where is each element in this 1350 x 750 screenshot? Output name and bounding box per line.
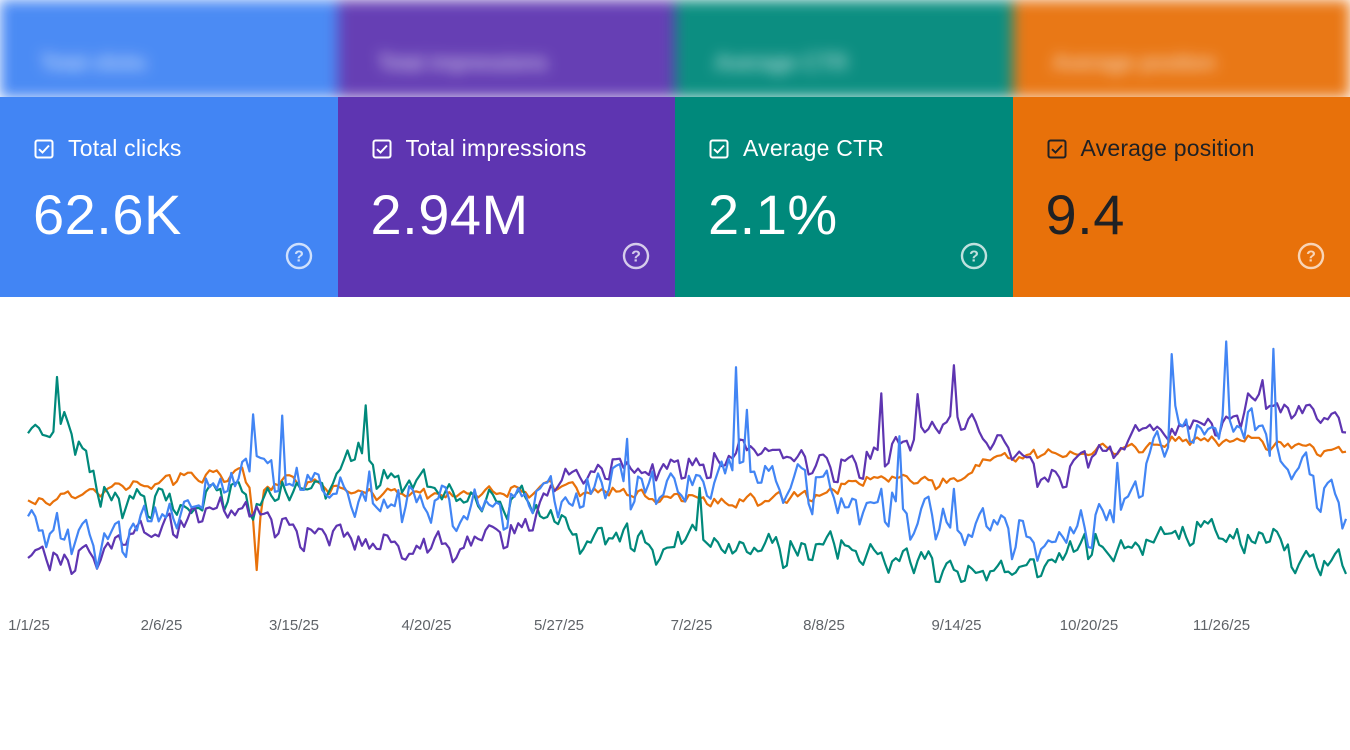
ghost-seg-ctr: Average CTR	[675, 0, 1013, 98]
checkbox-checked-icon[interactable]	[709, 139, 729, 159]
x-tick-label: 3/15/25	[269, 617, 319, 634]
series-line-total-impressions	[27, 364, 1347, 575]
metric-card-clicks[interactable]: Total clicks 62.6K ?	[0, 97, 338, 297]
series-line-average-ctr	[27, 375, 1348, 584]
metric-value: 9.4	[1045, 183, 1125, 246]
x-tick-label: 7/2/25	[671, 617, 713, 634]
x-tick-label: 5/27/25	[534, 617, 584, 634]
series-line-total-clicks	[27, 340, 1348, 570]
help-icon[interactable]: ?	[621, 241, 651, 271]
ghost-seg-position: Average position	[1012, 0, 1350, 98]
metric-value: 62.6K	[33, 183, 182, 246]
x-tick-label: 10/20/25	[1060, 617, 1118, 634]
svg-text:?: ?	[294, 249, 304, 266]
svg-text:?: ?	[1306, 249, 1316, 266]
metric-card-ctr[interactable]: Average CTR 2.1% ?	[675, 97, 1013, 297]
blurred-chart-ghost	[0, 666, 1350, 750]
metric-label: Total clicks	[68, 135, 182, 161]
ghost-seg-clicks: Total clicks	[0, 0, 338, 98]
metric-cards: Total clicks 62.6K ? Total impressions 2…	[0, 97, 1350, 297]
x-tick-label: 4/20/25	[401, 617, 451, 634]
series-lines	[27, 340, 1348, 584]
help-icon[interactable]: ?	[959, 241, 989, 271]
metric-label: Average CTR	[743, 135, 885, 161]
line-chart-svg[interactable]: 1/1/25 2/6/25 3/15/25 4/20/25 5/27/25 7/2/25 8…	[0, 297, 1350, 667]
x-axis-ticks: 1/1/25 2/6/25 3/15/25 4/20/25 5/27/25 7/2/25 8…	[8, 617, 1250, 634]
metric-card-impressions[interactable]: Total impressions 2.94M ?	[337, 97, 675, 297]
checkbox-checked-icon[interactable]	[372, 139, 392, 159]
metric-value: 2.94M	[370, 183, 529, 246]
help-icon[interactable]: ?	[1296, 241, 1326, 271]
x-tick-label: 2/6/25	[141, 617, 183, 634]
x-tick-label: 9/14/25	[931, 617, 981, 634]
metric-card-position[interactable]: Average position 9.4 ?	[1012, 97, 1350, 297]
x-tick-label: 8/8/25	[803, 617, 845, 634]
metric-label: Total impressions	[405, 135, 587, 161]
metric-value: 2.1%	[708, 183, 838, 246]
checkbox-checked-icon[interactable]	[34, 139, 54, 159]
svg-text:?: ?	[631, 249, 641, 266]
x-tick-label: 1/1/25	[8, 617, 50, 634]
performance-chart[interactable]: 1/1/25 2/6/25 3/15/25 4/20/25 5/27/25 7/2/25 8…	[0, 297, 1350, 667]
metric-label: Average position	[1080, 135, 1255, 161]
checkbox-checked-icon[interactable]	[1047, 139, 1067, 159]
help-icon[interactable]: ?	[284, 241, 314, 271]
svg-text:?: ?	[969, 249, 979, 266]
blurred-header-ghost: Total clicks Total impressions Average C…	[0, 0, 1350, 98]
x-tick-label: 11/26/25	[1193, 617, 1250, 634]
ghost-seg-impressions: Total impressions	[337, 0, 675, 98]
